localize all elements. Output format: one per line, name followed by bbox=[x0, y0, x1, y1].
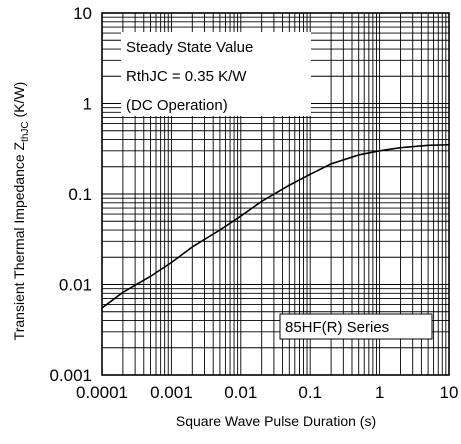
x-tick-label: 10 bbox=[440, 383, 459, 402]
x-tick-label: 0.01 bbox=[224, 383, 257, 402]
steady-state-label-box bbox=[121, 32, 311, 116]
y-axis-label-subscript: thJC bbox=[20, 121, 31, 142]
y-tick-label: 1 bbox=[83, 95, 92, 114]
x-axis-label: Square Wave Pulse Duration (s) bbox=[176, 413, 376, 429]
y-tick-label: 0.001 bbox=[49, 366, 92, 385]
x-tick-label: 0.001 bbox=[150, 383, 193, 402]
annotations: Steady State Value RthJC = 0.35 K/W (DC … bbox=[121, 32, 433, 340]
y-axis-label: Transient Thermal Impedance ZthJC (K/W) bbox=[11, 82, 31, 341]
x-tick-label: 1 bbox=[375, 383, 384, 402]
x-tick-label: 0.0001 bbox=[76, 383, 128, 402]
y-axis-label-unit: (K/W) bbox=[11, 82, 27, 122]
steady-state-title: Steady State Value bbox=[126, 39, 253, 56]
y-axis-label-main: Transient Thermal Impedance Z bbox=[11, 141, 27, 340]
plot-frame bbox=[101, 12, 450, 376]
y-tick-labels: 0.001 0.01 0.1 1 10 bbox=[49, 4, 92, 385]
series-label-box bbox=[279, 313, 433, 340]
rthjc-annotation: RthJC = 0.35 K/W bbox=[126, 68, 247, 85]
x-tick-labels: 0.0001 0.001 0.01 0.1 1 10 bbox=[76, 383, 458, 402]
series-label: 85HF(R) Series bbox=[285, 319, 389, 336]
impedance-curve bbox=[101, 143, 450, 309]
y-tick-label: 10 bbox=[73, 4, 92, 23]
dc-operation-annotation: (DC Operation) bbox=[126, 97, 228, 114]
x-tick-label: 0.1 bbox=[298, 383, 322, 402]
y-tick-label: 0.01 bbox=[59, 276, 92, 295]
y-tick-label: 0.1 bbox=[68, 185, 92, 204]
